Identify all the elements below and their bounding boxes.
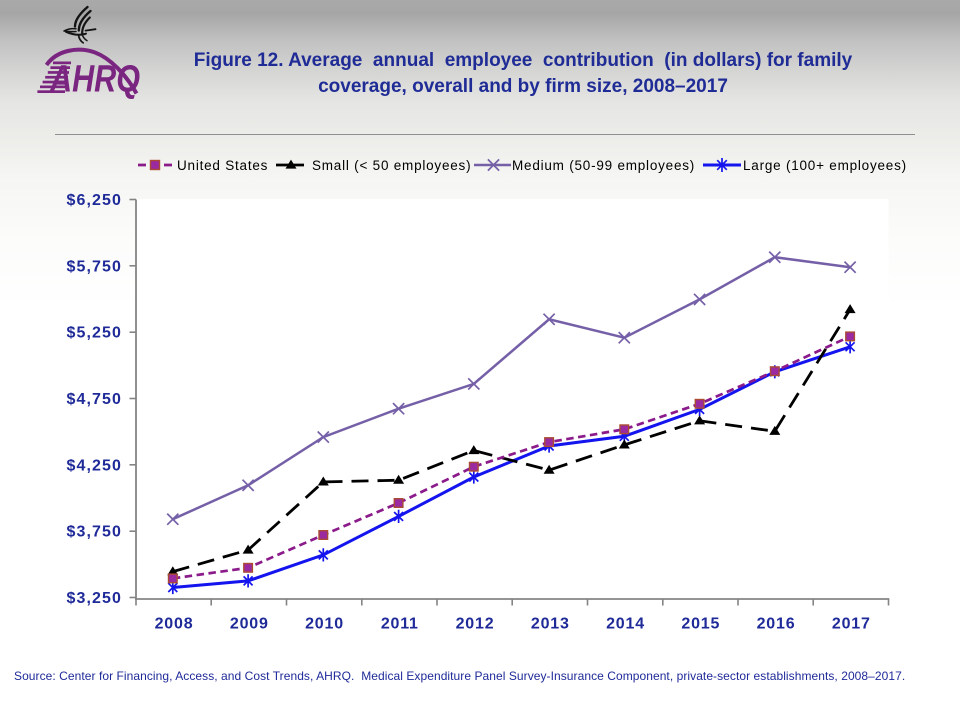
svg-text:2014: 2014 xyxy=(606,616,645,633)
svg-text:2008: 2008 xyxy=(155,616,194,633)
svg-text:Medium (50-99 employees): Medium (50-99 employees) xyxy=(512,158,695,173)
svg-text:Large (100+ employees): Large (100+ employees) xyxy=(743,158,907,173)
svg-text:$5,750: $5,750 xyxy=(66,258,122,275)
svg-text:$5,250: $5,250 xyxy=(66,325,122,342)
svg-text:2013: 2013 xyxy=(531,616,570,633)
svg-text:$3,250: $3,250 xyxy=(66,590,122,607)
svg-text:United States: United States xyxy=(177,158,268,173)
svg-text:2011: 2011 xyxy=(381,616,419,633)
svg-text:2016: 2016 xyxy=(757,616,796,633)
svg-text:$6,250: $6,250 xyxy=(66,192,122,209)
svg-text:2010: 2010 xyxy=(305,616,344,633)
svg-text:2009: 2009 xyxy=(230,616,269,633)
svg-text:$3,750: $3,750 xyxy=(66,524,122,541)
svg-text:2017: 2017 xyxy=(832,616,871,633)
svg-text:Small (< 50 employees): Small (< 50 employees) xyxy=(312,158,471,173)
svg-text:AHRQ: AHRQ xyxy=(49,59,140,101)
svg-text:2012: 2012 xyxy=(456,616,495,633)
svg-text:$4,250: $4,250 xyxy=(66,457,122,474)
svg-text:2015: 2015 xyxy=(681,616,720,633)
svg-text:$4,750: $4,750 xyxy=(66,391,122,408)
